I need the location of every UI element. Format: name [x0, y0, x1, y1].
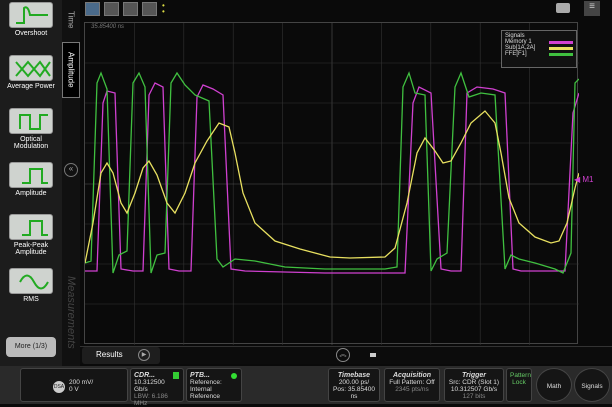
measure-amplitude[interactable]: Amplitude	[4, 162, 58, 197]
cdr-box[interactable]: CDR... 10.312500 Gb/s LBW: 6.186 MHz	[130, 368, 184, 407]
legend-title: Signals	[505, 33, 525, 39]
more-button[interactable]: More (1/3)	[6, 337, 56, 357]
acquisition-box[interactable]: Acquisition Full Pattern: Off 2345 pts/ns	[384, 368, 440, 402]
waveform-display[interactable]: 35.85400 ns Signals Memory 1 Sub[1A,2A] …	[84, 22, 579, 345]
rms-icon	[9, 268, 53, 294]
trace-ffe	[85, 71, 579, 274]
trace-memory-1	[85, 82, 579, 274]
measurements-sidebar: Overshoot Average Power Optical Modulati…	[0, 0, 62, 366]
expand-up-icon[interactable]: ︽	[336, 348, 350, 362]
pin-icon[interactable]	[370, 353, 376, 357]
channel-offset: 0 V	[69, 386, 79, 393]
label: Amplitude	[15, 190, 47, 197]
channel-scale: 200 mV/	[69, 379, 94, 386]
menu-icon[interactable]: ≡	[584, 1, 600, 16]
legend-item: Sub[1A,2A]	[505, 45, 573, 51]
signals-button[interactable]: Signals	[574, 368, 610, 402]
signals-legend[interactable]: Signals Memory 1 Sub[1A,2A] FFE[F1]	[501, 30, 577, 68]
measure-rms[interactable]: RMS	[4, 268, 58, 303]
amplitude-icon	[9, 162, 53, 188]
math-button[interactable]: Math	[536, 368, 572, 402]
legend-item: Memory 1	[505, 39, 573, 45]
label: Average Power	[7, 83, 55, 90]
tab-time[interactable]: Time	[66, 11, 76, 29]
label: RMS	[23, 296, 39, 303]
layout-grid-button[interactable]	[104, 2, 119, 16]
marker-m1[interactable]: ◀ M1	[574, 175, 594, 184]
label: Optical Modulation	[13, 136, 49, 150]
graticule	[85, 23, 579, 345]
channel-badge: DSA	[53, 381, 65, 393]
results-bar: Results ▶ ︽	[80, 346, 612, 364]
tab-strip: Time Amplitude « Measurements	[62, 0, 80, 366]
measure-peak-peak-amplitude[interactable]: Peak-Peak Amplitude	[4, 214, 58, 256]
time-position-label: 35.85400 ns	[91, 24, 125, 30]
average-power-icon	[9, 55, 53, 81]
trace-sub	[85, 110, 579, 264]
trigger-box[interactable]: Trigger Src: CDR (Slot 1) 10.312507 Gb/s 12…	[444, 368, 504, 402]
measure-optical-modulation[interactable]: Optical Modulation	[4, 108, 58, 150]
play-icon[interactable]: ▶	[138, 349, 150, 361]
camera-icon[interactable]	[556, 3, 570, 13]
toolbar: • • ≡	[84, 0, 612, 20]
peak-peak-icon	[9, 214, 53, 240]
status-led-icon	[231, 373, 237, 379]
measure-overshoot[interactable]: Overshoot	[4, 2, 58, 37]
measure-average-power[interactable]: Average Power	[4, 55, 58, 90]
pattern-lock-box[interactable]: Pattern Lock	[506, 368, 532, 402]
optical-modulation-icon	[9, 108, 53, 134]
channel-box[interactable]: DSA 200 mV/0 V	[20, 368, 128, 402]
layout-stack-button[interactable]	[123, 2, 138, 16]
layout-split-button[interactable]	[142, 2, 157, 16]
label: Overshoot	[14, 30, 48, 37]
ptb-box[interactable]: PTB... Reference: Internal Reference	[186, 368, 242, 402]
overshoot-icon	[9, 2, 53, 28]
more-dots-icon[interactable]: • •	[162, 1, 165, 16]
timebase-box[interactable]: Timebase 200.00 ps/Pos: 35.85400 ns	[328, 368, 380, 402]
tab-amplitude[interactable]: Amplitude	[62, 42, 80, 98]
measurements-label: Measurements	[65, 276, 77, 349]
lock-icon	[173, 372, 179, 379]
label: Peak-Peak Amplitude	[13, 242, 49, 256]
collapse-chevron-icon[interactable]: «	[64, 163, 78, 177]
legend-item: FFE[F1]	[505, 51, 573, 57]
status-bar: DSA 200 mV/0 V CDR... 10.312500 Gb/s LBW: …	[0, 366, 612, 407]
layout-single-button[interactable]	[85, 2, 100, 16]
